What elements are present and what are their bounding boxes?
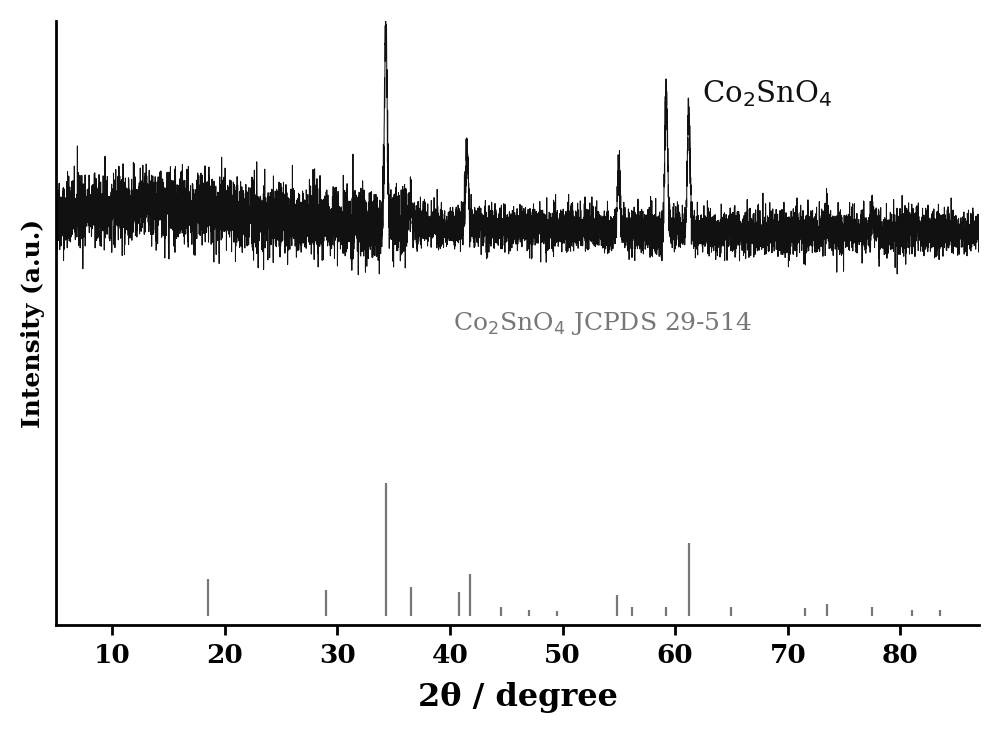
Y-axis label: Intensity (a.u.): Intensity (a.u.)	[21, 219, 45, 428]
Text: Co$_2$SnO$_4$: Co$_2$SnO$_4$	[702, 78, 833, 109]
X-axis label: 2θ / degree: 2θ / degree	[418, 682, 617, 713]
Text: Co$_2$SnO$_4$ JCPDS 29-514: Co$_2$SnO$_4$ JCPDS 29-514	[453, 310, 752, 336]
